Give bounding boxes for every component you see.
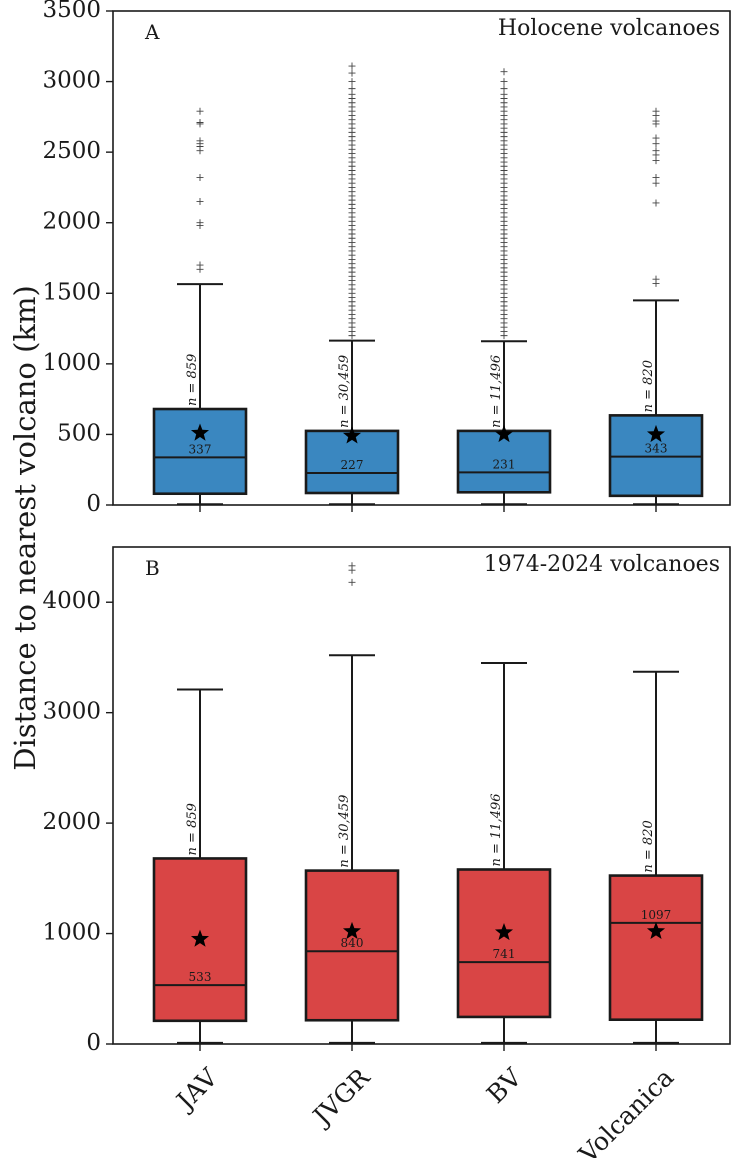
outlier-marker <box>652 107 660 115</box>
panel-title: Holocene volcanoes <box>498 16 720 41</box>
sample-size-label: n = 859 <box>185 354 200 406</box>
median-label: 231 <box>493 457 516 471</box>
outlier-marker <box>348 78 356 86</box>
outlier-marker <box>196 119 204 127</box>
y-tick-label: 2500 <box>42 138 101 164</box>
panel-letter: B <box>145 556 160 580</box>
outlier-marker <box>196 219 204 227</box>
outlier-marker <box>500 85 508 93</box>
median-label: 840 <box>341 936 364 950</box>
outlier-marker <box>652 199 660 207</box>
outlier-marker <box>500 78 508 86</box>
sample-size-label: n = 820 <box>641 820 656 872</box>
outlier-marker <box>196 174 204 182</box>
median-label: 533 <box>189 970 212 984</box>
mean-star-marker <box>190 929 210 947</box>
outlier-marker <box>348 562 356 570</box>
box-JVGR <box>304 869 400 1022</box>
y-tick-label: 3000 <box>42 699 101 725</box>
outlier-marker <box>652 147 660 155</box>
mean-star-marker <box>342 921 362 940</box>
outlier-marker <box>196 261 204 269</box>
y-tick-label: 1500 <box>42 279 101 305</box>
outlier-marker <box>348 62 356 70</box>
median-label: 741 <box>493 947 516 961</box>
sample-size-label: n = 11,496 <box>489 355 504 428</box>
y-axis-label: Distance to nearest volcano (km) <box>8 285 42 771</box>
sample-size-label: n = 11,496 <box>489 793 504 866</box>
sample-size-label: n = 30,459 <box>337 795 352 868</box>
median-label: 1097 <box>641 908 672 922</box>
y-tick-label: 1000 <box>42 920 101 946</box>
x-category-label: BV <box>481 1062 528 1109</box>
box-BV <box>456 868 552 1019</box>
y-tick-label: 2000 <box>42 209 101 235</box>
x-category-label: JAV <box>169 1062 224 1117</box>
y-tick-label: 0 <box>86 1030 101 1056</box>
mean-star-marker <box>494 922 514 941</box>
sample-size-label: n = 859 <box>185 803 200 855</box>
outlier-marker <box>196 137 204 145</box>
sample-size-label: n = 30,459 <box>337 355 352 428</box>
outlier-marker <box>348 578 356 586</box>
panel-letter: A <box>144 20 160 44</box>
x-category-label: JVGR <box>305 1062 376 1133</box>
mean-star-marker <box>646 424 666 443</box>
mean-star-marker <box>190 423 210 441</box>
x-category-label: Volcanica <box>573 1063 680 1158</box>
outlier-marker <box>652 275 660 283</box>
mean-star-marker <box>494 424 514 443</box>
outlier-marker <box>196 107 204 115</box>
y-tick-label: 3000 <box>42 68 101 94</box>
outlier-marker <box>652 174 660 182</box>
mean-star-marker <box>342 426 362 444</box>
box-Volcanica <box>608 874 704 1022</box>
panel-title: 1974-2024 volcanoes <box>484 552 720 577</box>
box-BV <box>456 429 552 494</box>
outlier-marker <box>500 68 508 76</box>
y-tick-label: 0 <box>86 491 101 517</box>
y-tick-label: 1000 <box>42 350 101 376</box>
median-label: 343 <box>645 442 668 456</box>
y-tick-label: 3500 <box>42 0 101 23</box>
y-tick-label: 2000 <box>42 809 101 835</box>
sample-size-label: n = 820 <box>641 360 656 412</box>
median-label: 227 <box>341 458 364 472</box>
outlier-marker <box>348 69 356 77</box>
outlier-marker <box>196 198 204 206</box>
box-JAV <box>152 407 248 496</box>
outlier-marker <box>348 85 356 93</box>
panel-B-frame <box>112 546 731 1045</box>
mean-star-marker <box>646 921 666 940</box>
y-tick-label: 4000 <box>42 588 101 614</box>
median-label: 337 <box>189 442 212 456</box>
outlier-marker <box>652 134 660 142</box>
y-tick-label: 500 <box>57 420 101 446</box>
panel-A-frame <box>112 10 731 506</box>
